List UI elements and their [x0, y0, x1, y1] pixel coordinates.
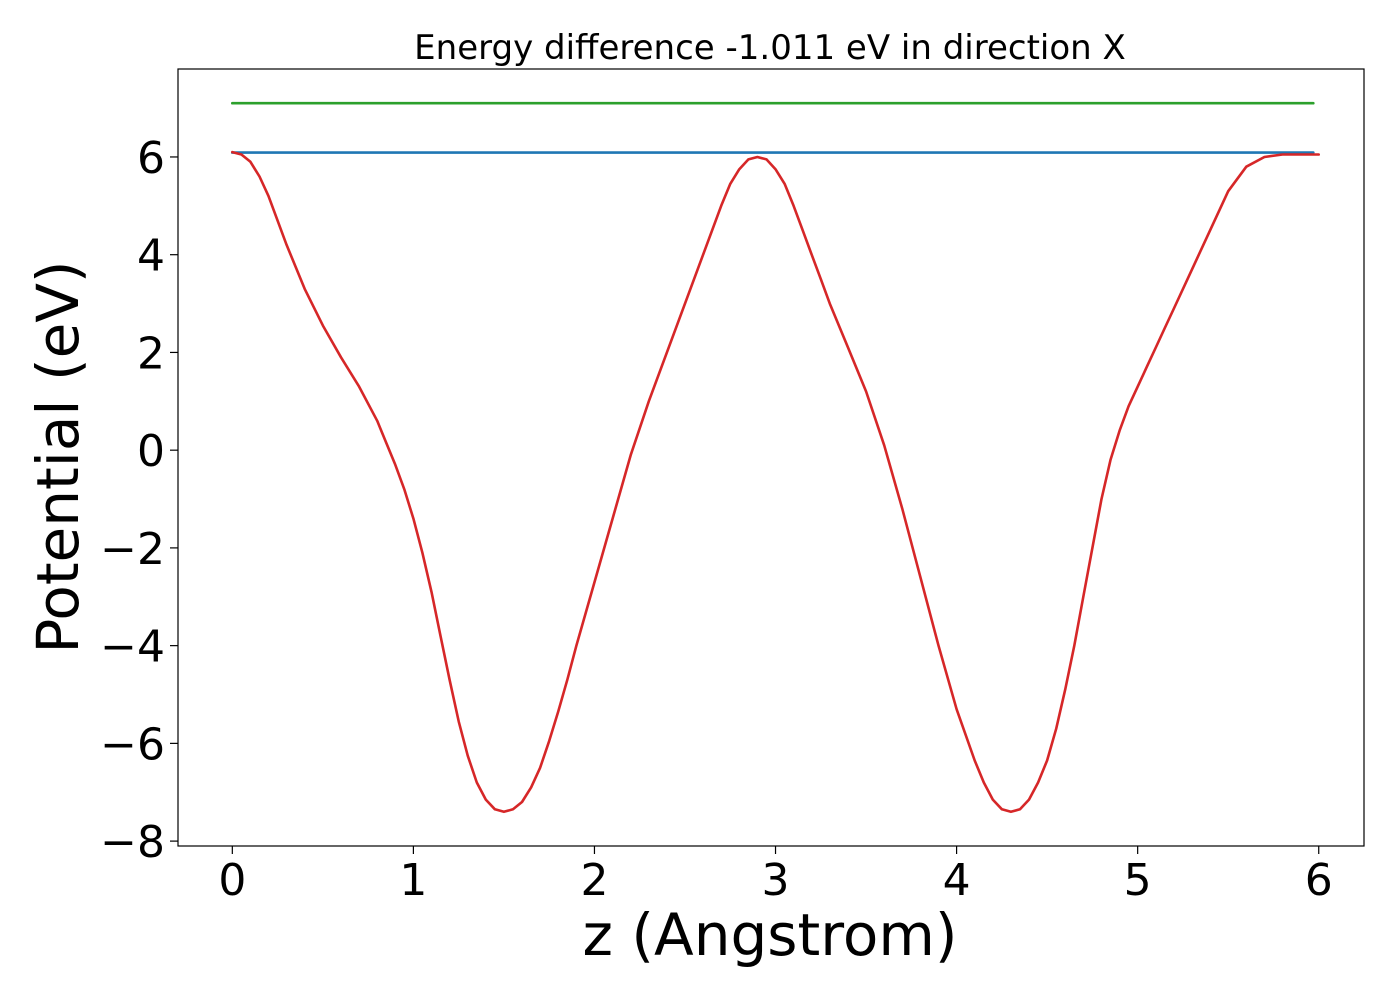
y-tick-label: 4	[137, 231, 165, 282]
x-tick-label: 3	[762, 855, 790, 906]
y-tick-label: −6	[100, 719, 165, 770]
y-axis-label: Potential (eV)	[24, 260, 92, 653]
x-tick-label: 0	[218, 855, 246, 906]
y-tick-label: 2	[137, 328, 165, 379]
y-tick-label: −2	[100, 524, 165, 575]
series-line-2	[231, 150, 1320, 814]
series-layer	[231, 101, 1320, 814]
x-tick-label: 1	[399, 855, 427, 906]
y-tick-label: 6	[137, 133, 165, 184]
x-axis-label: z (Angstrom)	[583, 901, 958, 969]
y-tick-label: −4	[100, 622, 165, 673]
y-axis: −8 −6 −4 −2 0 2 4 6	[100, 133, 178, 868]
x-tick-label: 2	[580, 855, 608, 906]
chart-title: Energy difference -1.011 eV in direction…	[414, 28, 1126, 68]
y-tick-label: −8	[100, 817, 165, 868]
x-tick-label: 6	[1305, 855, 1333, 906]
plot-frame	[177, 68, 1365, 847]
x-tick-label: 4	[943, 855, 971, 906]
x-tick-label: 5	[1124, 855, 1152, 906]
x-axis: 0 1 2 3 4 5 6	[218, 846, 1333, 906]
y-tick-label: 0	[137, 426, 165, 477]
